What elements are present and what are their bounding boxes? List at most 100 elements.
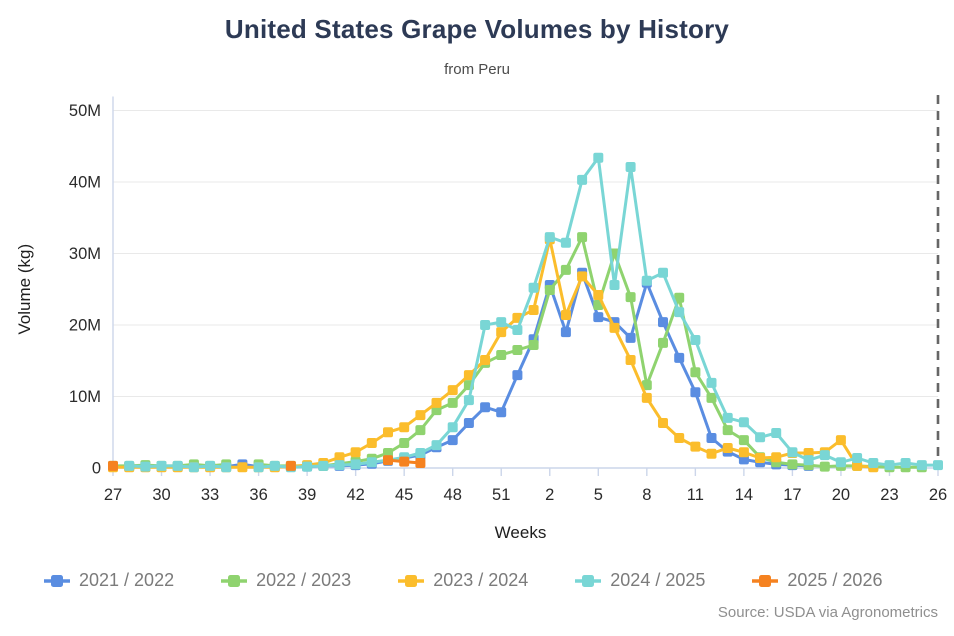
legend-item-2023-2024[interactable]: 2023 / 2024 bbox=[398, 570, 528, 591]
x-tick-label: 17 bbox=[783, 486, 801, 504]
data-point-marker bbox=[722, 425, 733, 436]
chart-title: United States Grape Volumes by History bbox=[224, 14, 730, 44]
data-point-marker bbox=[496, 317, 507, 328]
y-tick-label: 40M bbox=[69, 174, 101, 192]
data-point-marker bbox=[933, 460, 943, 471]
data-point-marker bbox=[431, 397, 442, 408]
y-tick-label: 20M bbox=[69, 317, 101, 335]
data-point-marker bbox=[803, 455, 814, 466]
data-point-marker bbox=[674, 433, 685, 443]
data-point-marker bbox=[690, 387, 701, 398]
data-point-marker bbox=[835, 457, 846, 468]
data-point-marker bbox=[366, 438, 377, 448]
legend-item-2025-2026[interactable]: 2025 / 2026 bbox=[752, 570, 882, 591]
data-point-marker bbox=[658, 337, 668, 348]
data-point-marker bbox=[916, 460, 927, 471]
data-point-marker bbox=[625, 355, 636, 365]
x-tick-label: 48 bbox=[444, 486, 462, 504]
data-point-marker bbox=[819, 461, 830, 472]
data-point-marker bbox=[269, 460, 280, 471]
data-point-marker bbox=[447, 435, 458, 446]
data-point-marker bbox=[447, 422, 458, 433]
data-point-marker bbox=[722, 443, 733, 453]
data-point-marker bbox=[625, 332, 636, 343]
data-point-marker bbox=[496, 350, 507, 360]
y-tick-label: 0 bbox=[92, 460, 101, 478]
data-point-marker bbox=[285, 460, 296, 471]
data-point-marker bbox=[350, 447, 361, 458]
data-point-marker bbox=[512, 325, 523, 335]
data-point-marker bbox=[431, 440, 442, 451]
data-point-marker bbox=[496, 327, 507, 338]
x-tick-label: 11 bbox=[687, 486, 704, 504]
legend-item-2021-2022[interactable]: 2021 / 2022 bbox=[44, 570, 174, 591]
data-point-marker bbox=[738, 435, 749, 446]
data-point-marker bbox=[480, 402, 491, 413]
data-point-marker bbox=[528, 340, 539, 350]
x-tick-label: 33 bbox=[201, 486, 219, 504]
data-point-marker bbox=[577, 232, 588, 243]
x-tick-label: 45 bbox=[395, 486, 413, 504]
data-point-marker bbox=[221, 462, 232, 473]
data-point-marker bbox=[528, 305, 539, 315]
data-point-marker bbox=[900, 458, 911, 468]
data-point-marker bbox=[577, 174, 588, 185]
data-point-marker bbox=[528, 282, 539, 293]
data-point-marker bbox=[253, 462, 264, 473]
chart-plot-area: 0 10M 20M 30M 40M 50M 27 30 33 36 39 42 45 48 51 2 5 8 11 1… bbox=[15, 95, 947, 542]
data-point-marker bbox=[609, 322, 620, 333]
data-point-marker bbox=[819, 450, 830, 461]
data-point-marker bbox=[641, 380, 652, 391]
data-point-marker bbox=[334, 452, 345, 463]
data-point-marker bbox=[318, 460, 329, 471]
data-point-marker bbox=[755, 432, 766, 443]
data-point-marker bbox=[415, 410, 426, 421]
data-point-marker bbox=[690, 367, 701, 378]
legend: 2021 / 2022 2022 / 2023 2023 / 2024 2024 / … bbox=[44, 570, 882, 591]
x-tick-label: 51 bbox=[492, 486, 510, 504]
series-line bbox=[113, 267, 809, 469]
data-point-marker bbox=[690, 335, 701, 345]
data-point-marker bbox=[512, 345, 523, 355]
legend-item-2024-2025[interactable]: 2024 / 2025 bbox=[575, 570, 705, 591]
legend-series-marker-icon bbox=[221, 574, 248, 587]
data-point-marker bbox=[480, 320, 491, 330]
data-point-marker bbox=[560, 310, 571, 320]
data-point-marker bbox=[415, 425, 426, 436]
y-tick-label: 30M bbox=[69, 245, 101, 263]
data-point-marker bbox=[237, 462, 248, 473]
data-point-marker bbox=[593, 152, 604, 163]
data-point-marker bbox=[156, 460, 167, 471]
data-point-marker bbox=[625, 292, 636, 303]
legend-label: 2025 / 2026 bbox=[787, 570, 883, 590]
data-point-marker bbox=[722, 412, 733, 423]
data-point-marker bbox=[463, 418, 474, 428]
x-tick-label: 20 bbox=[832, 486, 850, 504]
legend-series-marker-icon bbox=[44, 574, 70, 587]
data-point-marker bbox=[366, 457, 377, 468]
data-point-marker bbox=[302, 461, 313, 472]
legend-item-2022-2023[interactable]: 2022 / 2023 bbox=[221, 570, 351, 591]
data-point-marker bbox=[496, 407, 507, 418]
data-point-marker bbox=[383, 427, 393, 438]
data-point-marker bbox=[884, 460, 895, 471]
series-2025-2026 bbox=[108, 455, 426, 471]
series-2022-2023 bbox=[108, 232, 927, 473]
data-point-marker bbox=[755, 453, 766, 463]
x-tick-label: 27 bbox=[104, 486, 122, 504]
data-point-marker bbox=[399, 456, 410, 467]
data-point-marker bbox=[188, 462, 199, 473]
data-point-marker bbox=[625, 162, 636, 172]
data-point-marker bbox=[108, 460, 118, 471]
data-point-marker bbox=[658, 267, 668, 278]
legend-label: 2023 / 2024 bbox=[433, 570, 529, 590]
data-point-marker bbox=[512, 370, 523, 381]
data-point-marker bbox=[706, 377, 717, 388]
data-point-marker bbox=[835, 435, 846, 446]
x-tick-label: 23 bbox=[880, 486, 898, 504]
data-point-marker bbox=[447, 385, 458, 396]
data-point-marker bbox=[771, 452, 782, 463]
x-tick-label: 39 bbox=[298, 486, 316, 504]
data-point-marker bbox=[706, 433, 717, 443]
